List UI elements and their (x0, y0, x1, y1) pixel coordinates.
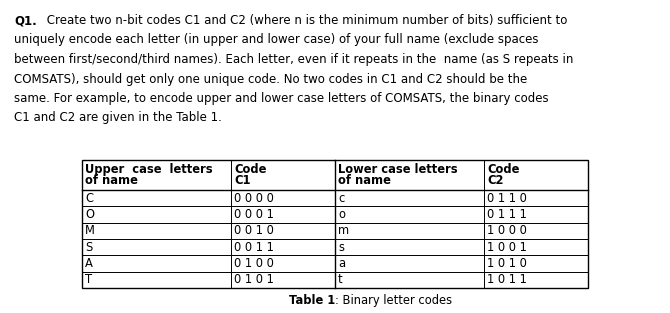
Text: o: o (338, 208, 345, 221)
Text: Code: Code (487, 162, 520, 176)
Text: Create two n-bit codes C1 and C2 (where n is the minimum number of bits) suffici: Create two n-bit codes C1 and C2 (where … (44, 14, 567, 27)
Text: C1 and C2 are given in the Table 1.: C1 and C2 are given in the Table 1. (14, 111, 222, 125)
Text: T: T (85, 273, 92, 286)
Text: 0 1 0 1: 0 1 0 1 (234, 273, 274, 286)
Text: M: M (85, 224, 95, 237)
Text: 0 1 0 0: 0 1 0 0 (234, 257, 274, 270)
Text: 0 0 1 0: 0 0 1 0 (234, 224, 274, 237)
Text: 1 0 1 1: 1 0 1 1 (487, 273, 527, 286)
Text: m: m (338, 224, 349, 237)
Text: 0 0 0 0: 0 0 0 0 (234, 192, 274, 205)
Text: A: A (85, 257, 93, 270)
Text: of name: of name (85, 174, 138, 187)
Text: 0 0 1 1: 0 0 1 1 (234, 241, 274, 254)
Text: COMSATS), should get only one unique code. No two codes in C1 and C2 should be t: COMSATS), should get only one unique cod… (14, 73, 527, 85)
Text: Upper  case  letters: Upper case letters (85, 162, 212, 176)
Text: 1 0 0 0: 1 0 0 0 (487, 224, 527, 237)
Text: t: t (338, 273, 342, 286)
Text: : Binary letter codes: : Binary letter codes (335, 294, 452, 307)
Text: S: S (85, 241, 92, 254)
Text: 1 0 0 1: 1 0 0 1 (487, 241, 527, 254)
Text: Lower case letters: Lower case letters (338, 162, 458, 176)
Text: 0 1 1 0: 0 1 1 0 (487, 192, 527, 205)
Text: 1 0 1 0: 1 0 1 0 (487, 257, 527, 270)
Bar (82, 160, 588, 288)
Text: O: O (85, 208, 94, 221)
Text: 0 0 0 1: 0 0 0 1 (234, 208, 274, 221)
Text: a: a (338, 257, 345, 270)
Text: C1: C1 (234, 174, 251, 187)
Text: C2: C2 (487, 174, 504, 187)
Text: Table 1: Table 1 (289, 294, 335, 307)
Text: uniquely encode each letter (in upper and lower case) of your full name (exclude: uniquely encode each letter (in upper an… (14, 33, 539, 47)
Text: s: s (338, 241, 344, 254)
Text: same. For example, to encode upper and lower case letters of COMSATS, the binary: same. For example, to encode upper and l… (14, 92, 549, 105)
Text: c: c (338, 192, 344, 205)
Text: C: C (85, 192, 93, 205)
Text: Code: Code (234, 162, 267, 176)
Text: between first/second/third names). Each letter, even if it repeats in the  name : between first/second/third names). Each … (14, 53, 574, 66)
Text: of name: of name (338, 174, 391, 187)
Text: 0 1 1 1: 0 1 1 1 (487, 208, 527, 221)
Text: Q1.: Q1. (14, 14, 37, 27)
